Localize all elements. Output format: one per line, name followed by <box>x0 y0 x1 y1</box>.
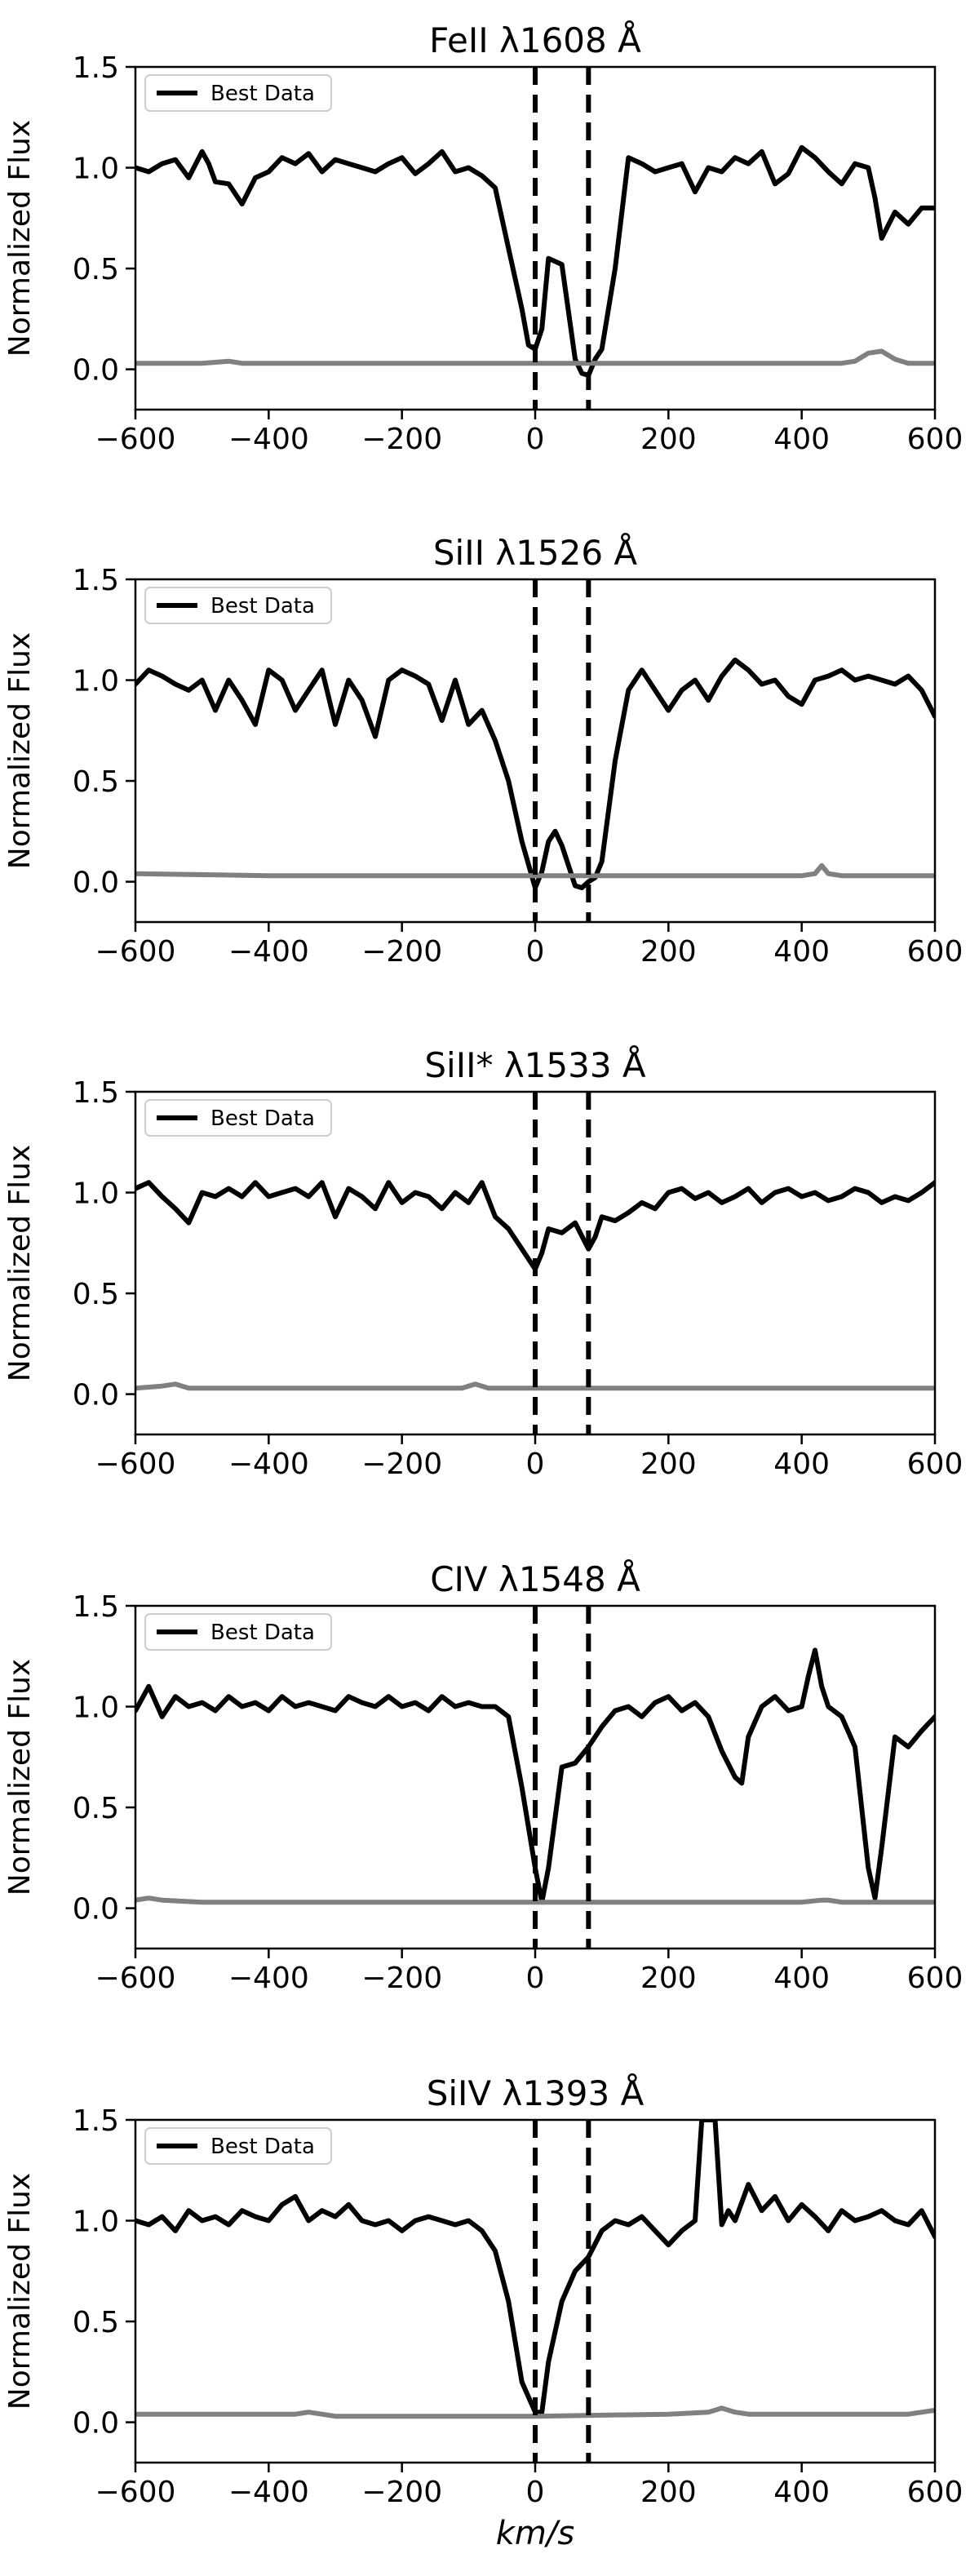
y-tick-label: 1.5 <box>73 2104 119 2138</box>
legend: Best Data <box>144 587 332 624</box>
legend-label: Best Data <box>210 594 315 619</box>
legend-label: Best Data <box>210 82 315 106</box>
best-data-line <box>135 2120 935 2415</box>
y-tick-label: 1.0 <box>73 2206 119 2239</box>
x-tick-label: 0 <box>526 2476 545 2509</box>
panel-title: SiII* λ1533 Å <box>424 1044 646 1085</box>
error-spectrum-line <box>135 862 935 879</box>
legend-label: Best Data <box>210 2135 315 2159</box>
best-data-line <box>135 657 935 890</box>
y-tick-label: 1.5 <box>73 51 119 85</box>
y-axis-label: Normalized Flux <box>3 1145 37 1381</box>
x-tick-label: −200 <box>361 1962 442 1995</box>
y-tick-label: 0.5 <box>73 1278 119 1311</box>
panel-5: SiIV λ1393 Å Normalized Flux −600 −400 −200 0… <box>3 2073 963 2509</box>
error-spectrum-line <box>135 1895 935 1905</box>
y-tick-label: 0.0 <box>73 2407 119 2441</box>
x-tick-label: 400 <box>773 935 830 969</box>
x-axis-label: km/s <box>496 2515 574 2552</box>
legend-box <box>144 74 332 112</box>
legend-box <box>144 1099 332 1137</box>
legend: Best Data <box>144 1613 332 1651</box>
x-tick-label: −400 <box>228 935 309 969</box>
x-tick-label: −200 <box>361 1448 442 1481</box>
y-tick-label: 1.5 <box>73 1590 119 1624</box>
x-tick-label: −600 <box>95 423 176 456</box>
x-tick-label: 0 <box>526 1448 545 1481</box>
panel-3: SiII* λ1533 Å Normalized Flux −600 −400 −200… <box>3 1044 963 1481</box>
x-tick-label: 0 <box>526 935 545 969</box>
x-tick-label: −200 <box>361 2476 442 2509</box>
y-tick-label: 1.0 <box>73 665 119 698</box>
x-tick-label: 0 <box>526 423 545 456</box>
panel-title: SiIV λ1393 Å <box>427 2073 645 2113</box>
best-data-line <box>135 1647 935 1905</box>
panel-title: FeII λ1608 Å <box>429 20 641 60</box>
panel-title: SiII λ1526 Å <box>433 532 638 573</box>
panel-4: CIV λ1548 Å Normalized Flux −600 −400 −200 0 2… <box>3 1558 963 1995</box>
y-tick-label: 1.0 <box>73 1691 119 1725</box>
panel-title: CIV λ1548 Å <box>430 1558 640 1599</box>
legend: Best Data <box>144 2127 332 2165</box>
x-tick-label: 400 <box>773 1962 830 1995</box>
x-tick-label: 600 <box>907 2476 963 2509</box>
legend-box <box>144 1613 332 1651</box>
error-spectrum-line <box>135 348 935 366</box>
y-tick-label: 1.0 <box>73 153 119 186</box>
legend-label: Best Data <box>210 1106 315 1131</box>
y-tick-label: 0.0 <box>73 1893 119 1926</box>
x-tick-label: −600 <box>95 1448 176 1481</box>
y-axis-label: Normalized Flux <box>3 120 37 357</box>
error-spectrum-line <box>135 1381 935 1391</box>
y-tick-label: 1.5 <box>73 1076 119 1110</box>
y-tick-label: 1.0 <box>73 1177 119 1211</box>
x-tick-label: 200 <box>640 1448 697 1481</box>
legend-label: Best Data <box>210 1621 315 1645</box>
x-tick-label: 600 <box>907 1448 963 1481</box>
panel-2: SiII λ1526 Å Normalized Flux −600 −400 −200 0… <box>3 532 963 969</box>
y-tick-label: 0.5 <box>73 253 119 286</box>
x-tick-label: 400 <box>773 2476 830 2509</box>
y-tick-label: 0.5 <box>73 2306 119 2339</box>
x-tick-label: −400 <box>228 423 309 456</box>
x-tick-label: −400 <box>228 2476 309 2509</box>
y-tick-label: 0.5 <box>73 765 119 799</box>
x-tick-label: 200 <box>640 423 697 456</box>
y-tick-label: 0.0 <box>73 867 119 900</box>
x-tick-label: −400 <box>228 1962 309 1995</box>
y-tick-label: 0.0 <box>73 1379 119 1412</box>
legend: Best Data <box>144 1099 332 1137</box>
x-tick-label: −600 <box>95 935 176 969</box>
x-tick-label: −600 <box>95 2476 176 2509</box>
panel-1: FeII λ1608 Å Normalized Flux −600 −400 −200 0… <box>3 20 963 456</box>
x-tick-label: 400 <box>773 1448 830 1481</box>
x-tick-label: 200 <box>640 935 697 969</box>
x-tick-label: 0 <box>526 1962 545 1995</box>
y-tick-label: 0.5 <box>73 1792 119 1825</box>
x-tick-label: 600 <box>907 935 963 969</box>
y-axis-label: Normalized Flux <box>3 1659 37 1895</box>
y-tick-label: 1.5 <box>73 564 119 597</box>
x-tick-label: −400 <box>228 1448 309 1481</box>
y-axis-label: Normalized Flux <box>3 632 37 869</box>
x-tick-label: 600 <box>907 423 963 456</box>
x-tick-label: 400 <box>773 423 830 456</box>
legend-box <box>144 587 332 624</box>
legend: Best Data <box>144 74 332 112</box>
x-tick-label: −200 <box>361 935 442 969</box>
error-spectrum-line <box>135 2405 935 2419</box>
y-tick-label: 0.0 <box>73 354 119 388</box>
best-data-line <box>135 144 935 378</box>
best-data-line <box>135 1180 935 1272</box>
x-tick-label: 600 <box>907 1962 963 1995</box>
x-tick-label: 200 <box>640 1962 697 1995</box>
x-tick-label: 200 <box>640 2476 697 2509</box>
x-tick-label: −200 <box>361 423 442 456</box>
legend-box <box>144 2127 332 2165</box>
x-tick-label: −600 <box>95 1962 176 1995</box>
y-axis-label: Normalized Flux <box>3 2173 37 2410</box>
